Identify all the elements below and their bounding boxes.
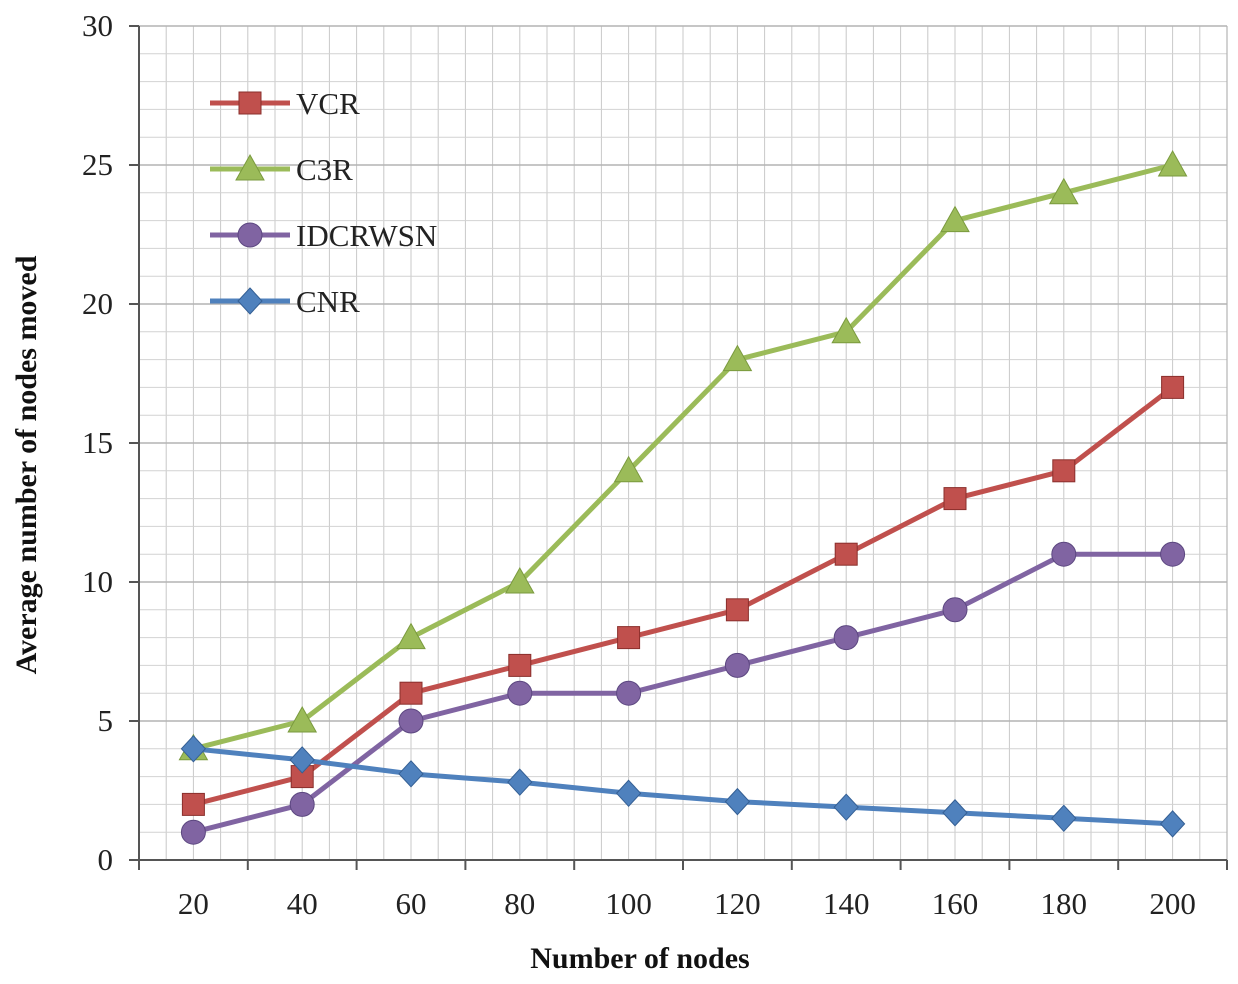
data-point-cnr <box>724 787 751 816</box>
legend-marker-vcr <box>238 91 262 115</box>
y-tick-label: 5 <box>98 703 114 738</box>
y-tick-label: 30 <box>82 8 113 43</box>
legend-marker-c3r <box>235 153 265 181</box>
data-point-c3r <box>1048 177 1079 205</box>
data-point-cnr <box>398 760 424 788</box>
legend-item-idcrwsn: IDCRWSN <box>210 218 437 253</box>
data-point-c3r <box>613 455 644 483</box>
data-point-c3r <box>287 705 318 733</box>
data-point-cnr <box>289 746 315 774</box>
x-tick-label: 100 <box>605 886 652 921</box>
data-point-idcrwsn <box>724 652 750 678</box>
data-point-cnr <box>1159 810 1186 838</box>
data-point-idcrwsn <box>398 708 424 734</box>
axes <box>129 25 1228 870</box>
y-axis-title: Average number of nodes moved <box>10 255 43 674</box>
data-point-c3r <box>1157 149 1188 177</box>
x-tick-label: 40 <box>287 886 318 921</box>
series-c3r <box>178 149 1188 761</box>
series-line-cnr <box>193 746 1173 827</box>
y-tick-label: 10 <box>82 564 113 599</box>
data-point-c3r <box>831 316 862 344</box>
legend-marker-idcrwsn <box>237 222 263 248</box>
data-point-c3r <box>504 566 535 594</box>
x-tick-label: 140 <box>823 886 870 921</box>
y-tick-label: 15 <box>82 425 113 460</box>
data-point-c3r <box>940 205 970 233</box>
legend-label-vcr: VCR <box>296 86 360 121</box>
data-point-vcr <box>617 626 641 650</box>
data-point-cnr <box>1051 804 1077 833</box>
legend-marker-cnr <box>237 287 263 315</box>
data-point-idcrwsn <box>833 625 859 651</box>
data-point-vcr <box>1052 459 1076 483</box>
data-point-c3r <box>722 344 753 372</box>
data-point-cnr <box>180 735 207 763</box>
y-tick-label: 20 <box>82 286 113 321</box>
x-tick-label: 60 <box>396 886 427 921</box>
series-cnr <box>180 735 1186 838</box>
data-point-vcr <box>725 598 749 622</box>
legend-item-cnr: CNR <box>210 284 360 319</box>
legend-label-c3r: C3R <box>296 152 353 187</box>
legend: VCR C3R IDCRWSN CNR <box>210 86 437 319</box>
legend-label-idcrwsn: IDCRWSN <box>296 218 437 253</box>
data-point-vcr <box>399 681 423 705</box>
x-axis-title: Number of nodes <box>530 942 749 975</box>
data-point-vcr <box>1161 375 1185 399</box>
data-point-vcr <box>508 653 532 677</box>
data-point-idcrwsn <box>616 680 642 706</box>
data-point-idcrwsn <box>942 597 968 623</box>
series-vcr <box>181 375 1185 816</box>
x-tick-label: 180 <box>1041 886 1088 921</box>
data-point-c3r <box>396 622 426 650</box>
series-group <box>178 149 1188 845</box>
data-point-idcrwsn <box>180 819 206 845</box>
series-line-idcrwsn <box>192 551 1173 835</box>
series-line-c3r <box>192 162 1174 752</box>
legend-item-vcr: VCR <box>210 86 360 121</box>
data-point-idcrwsn <box>507 680 533 706</box>
tick-labels: 0 5 10 15 20 25 30 20 40 60 80 100 120 140 160 180 200 <box>82 8 1196 921</box>
legend-label-cnr: CNR <box>296 284 360 319</box>
x-tick-label: 120 <box>714 886 761 921</box>
data-point-vcr <box>943 487 967 511</box>
data-point-idcrwsn <box>1160 541 1186 567</box>
data-point-vcr <box>181 792 205 816</box>
x-tick-label: 200 <box>1149 886 1196 921</box>
data-point-cnr <box>615 779 642 808</box>
data-point-idcrwsn <box>289 791 315 817</box>
legend-item-c3r: C3R <box>210 152 353 187</box>
x-tick-label: 80 <box>504 886 535 921</box>
data-point-cnr <box>942 799 968 827</box>
x-tick-label: 160 <box>932 886 979 921</box>
data-point-vcr <box>834 542 858 566</box>
y-tick-label: 0 <box>98 842 114 877</box>
series-idcrwsn <box>180 541 1186 845</box>
y-tick-label: 25 <box>82 147 113 182</box>
data-point-idcrwsn <box>1051 541 1077 567</box>
data-point-cnr <box>833 793 859 821</box>
grid <box>139 25 1228 861</box>
x-tick-label: 20 <box>178 886 209 921</box>
series-line-vcr <box>192 385 1175 807</box>
data-point-cnr <box>507 768 533 796</box>
